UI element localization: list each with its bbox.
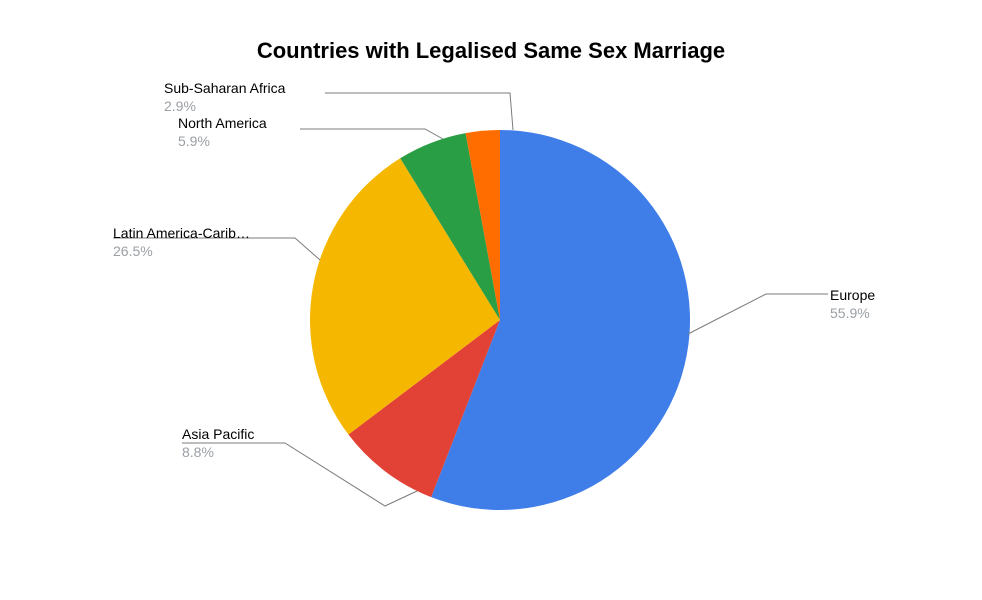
slice-label-latin_america: Latin America-Carib…26.5% bbox=[113, 225, 250, 260]
leader-line-europe bbox=[688, 294, 828, 334]
slice-label-name: Europe bbox=[830, 287, 875, 305]
leader-line-sub_saharan bbox=[325, 93, 513, 130]
slice-label-pct: 8.8% bbox=[182, 444, 254, 462]
slice-label-sub_saharan: Sub-Saharan Africa2.9% bbox=[164, 80, 285, 115]
slice-label-name: Latin America-Carib… bbox=[113, 225, 250, 243]
slice-label-pct: 2.9% bbox=[164, 98, 285, 116]
slice-label-name: Asia Pacific bbox=[182, 426, 254, 444]
slice-label-pct: 26.5% bbox=[113, 243, 250, 261]
slice-label-europe: Europe55.9% bbox=[830, 287, 875, 322]
slice-label-name: Sub-Saharan Africa bbox=[164, 80, 285, 98]
slice-label-asia_pacific: Asia Pacific8.8% bbox=[182, 426, 254, 461]
slice-label-pct: 5.9% bbox=[178, 133, 267, 151]
leader-line-north_america bbox=[300, 129, 443, 139]
slice-label-pct: 55.9% bbox=[830, 305, 875, 323]
slice-label-name: North America bbox=[178, 115, 267, 133]
slice-label-north_america: North America5.9% bbox=[178, 115, 267, 150]
